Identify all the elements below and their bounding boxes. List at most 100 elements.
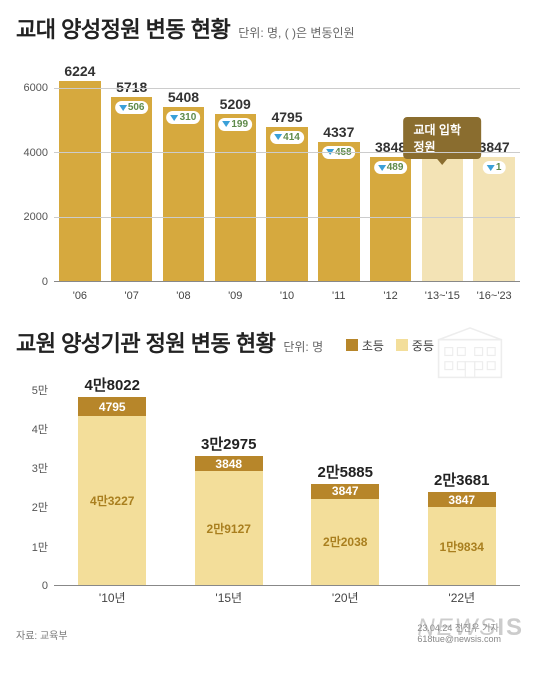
chart1-bar-group: 5718506 [106,56,158,281]
chart1-xtick: '11 [313,290,365,302]
chart1-bar: 199 [215,114,256,281]
chart1: 0200040006000 62245718506540831052091994… [16,52,524,302]
chart2-seg-value: 3848 [215,457,242,471]
arrow-down-icon [487,165,495,171]
chart1-delta-value: 414 [283,132,300,143]
chart1-plot: 6224571850654083105209199479541443374583… [54,56,520,282]
chart2-total-value: 3만2975 [201,433,257,454]
chart2-seg-value: 2만2038 [323,533,367,550]
chart1-bar-group: 6224 [54,56,106,281]
chart2-xaxis: '10년'15년'20년'22년 [54,589,520,606]
chart2-ytick: 5만 [32,382,48,398]
legend-item: 중등 [396,337,434,354]
chart2-xtick: '15년 [174,589,284,606]
chart1-bar-value: 5408 [168,89,199,105]
legend-swatch [346,339,358,351]
arrow-down-icon [119,105,127,111]
chart2-bars: 4만80224만322747953만29752만912738482만58852만… [54,370,520,585]
chart2-total-value: 4만8022 [84,374,140,395]
chart1-bar: 489 [370,157,411,281]
chart2-seg-elementary: 3847 [311,484,379,499]
chart1-title: 교대 양성정원 변동 현황 [16,12,230,44]
chart2-xtick: '10년 [57,589,167,606]
chart1-xtick: '16~'23 [468,290,520,302]
chart1-xaxis: '06'07'08'09'10'11'12'13~'15'16~'23 [54,290,520,302]
chart2-bar-group: 2만5885 2만2038 3847 [290,370,400,585]
chart1-ytick: 6000 [24,82,48,94]
chart1-gridline [54,152,520,153]
chart2-seg-value: 4795 [99,400,126,414]
chart1-delta-badge: 199 [218,118,252,131]
chart2-seg-secondary: 1만9834 [428,507,496,585]
chart2-bar-group: 2만3681 1만98343847 [407,370,517,585]
chart1-delta-value: 1 [496,162,502,173]
chart2-ytick: 0 [42,580,48,592]
arrow-down-icon [171,115,179,121]
chart1-bar-value: 6224 [64,63,95,79]
chart1-bar-group: 38471 [468,56,520,281]
chart2-bar-group: 4만8022 4만3227 4795 [57,370,167,585]
chart1-ytick: 2000 [24,211,48,223]
chart1-bar-group: 3848 [416,56,468,281]
legend-label: 초등 [362,337,384,354]
chart1-xtick: '12 [365,290,417,302]
chart2-stack: 2만2038 3847 [311,484,379,585]
chart2-ytick: 3만 [32,460,48,476]
footer: 자료: 교육부 NEWSIS 23.04.24 전진우 기자 618tue@ne… [16,614,524,642]
chart1-bar-group: 4795414 [261,56,313,281]
chart1-delta-badge: 489 [374,161,408,174]
arrow-down-icon [378,165,386,171]
chart1-bar [422,157,463,281]
chart2-stack: 2만91273848 [195,456,263,585]
chart1-bars: 6224571850654083105209199479541443374583… [54,56,520,281]
arrow-down-icon [222,121,230,127]
chart1-title-row: 교대 양성정원 변동 현황 단위: 명, ( )은 변동인원 [16,12,524,44]
chart1-delta-value: 199 [231,119,248,130]
chart2-stack: 4만3227 4795 [78,397,146,585]
chart1-delta-badge: 414 [270,131,304,144]
chart1-bar: 414 [266,127,307,281]
chart1-unit: 단위: 명, ( )은 변동인원 [238,24,354,41]
chart2-seg-secondary: 2만9127 [195,471,263,585]
infographic: 교대 양성정원 변동 현황 단위: 명, ( )은 변동인원 0 2000 4000… [0,0,540,650]
chart1-xtick: '06 [54,290,106,302]
chart2-bar-group: 3만29752만91273848 [174,370,284,585]
chart1-delta-value: 310 [180,112,197,123]
credit: 23.04.24 전진우 기자 618tue@newsis.com [417,621,524,644]
chart1-ytick: 4000 [24,147,48,159]
chart1-bar-value: 4337 [323,124,354,140]
chart2-yaxis: 01만2만3만4만5만 [16,370,52,586]
chart1-ytick: 0 [42,276,48,288]
chart1-delta-badge: 310 [167,111,201,124]
chart2-seg-secondary: 4만3227 [78,416,146,585]
source-label: 자료: 교육부 [16,627,68,642]
chart2-title: 교원 양성기관 정원 변동 현황 [16,326,275,358]
chart1-gridline [54,217,520,218]
chart2-seg-secondary: 2만2038 [311,499,379,585]
chart1-bar: 310 [163,107,204,281]
legend-swatch [396,339,408,351]
chart2-seg-value: 3847 [448,493,475,507]
chart2-plot: 4만80224만322747953만29752만912738482만58852만… [54,370,520,586]
chart2-ytick: 2만 [32,499,48,515]
chart1-delta-value: 506 [128,102,145,113]
chart2-seg-elementary: 3848 [195,456,263,471]
chart2-ytick: 4만 [32,421,48,437]
chart1-bar-group: 4337 458 [313,56,365,281]
chart2-total-value: 2만5885 [317,461,373,482]
chart1-xtick: '08 [158,290,210,302]
arrow-down-icon [274,134,282,140]
chart1-delta-badge: 1 [483,161,506,174]
chart1-bar: 458 [318,142,359,281]
chart2-unit: 단위: 명 [283,338,323,355]
chart2-total-value: 2만3681 [434,469,490,490]
chart1-xtick: '09 [209,290,261,302]
chart1-delta-value: 489 [387,162,404,173]
chart2-ytick: 1만 [32,539,48,555]
chart1-yaxis: 0200040006000 [16,56,52,282]
chart1-bar: 1 [473,157,514,281]
chart1-gridline [54,88,520,89]
chart2-seg-elementary: 3847 [428,492,496,507]
legend-item: 초등 [346,337,384,354]
chart2: 01만2만3만4만5만 4만80224만322747953만29752만9127… [16,366,524,606]
